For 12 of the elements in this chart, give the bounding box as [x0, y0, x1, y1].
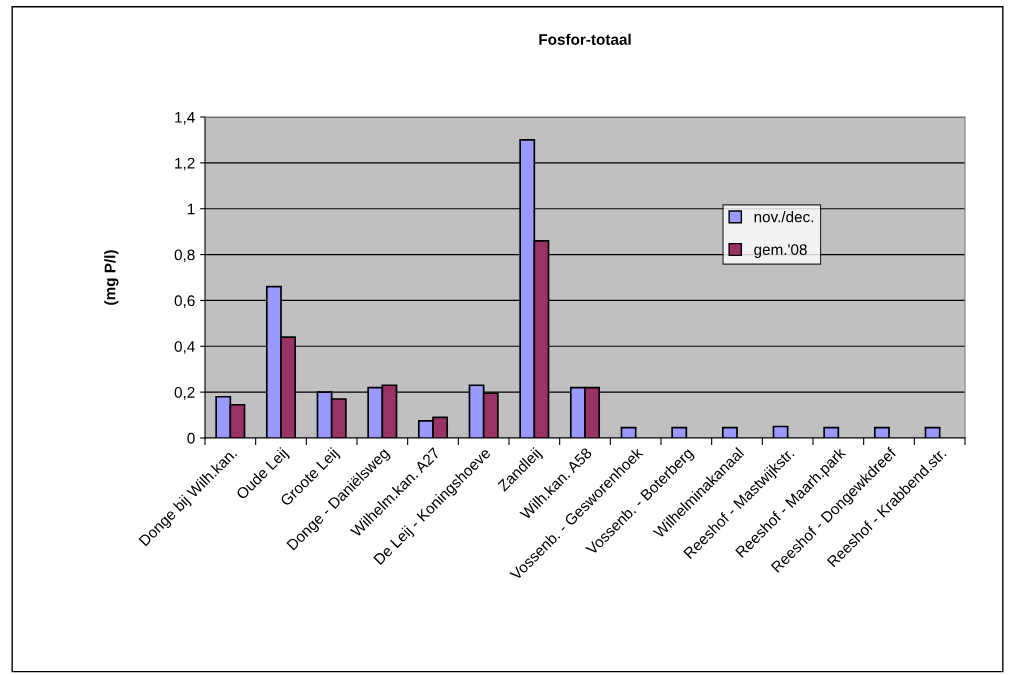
legend-label: gem.'08 — [754, 244, 807, 258]
y-tick-label: 1,2 — [175, 157, 195, 171]
y-tick-label: 0,4 — [174, 341, 195, 354]
y-tick-label: 0,2 — [174, 387, 195, 400]
legend-label: nov./dec. — [754, 211, 814, 223]
y-tick-label: 0 — [187, 432, 195, 444]
y-axis-title: (mg P/l) — [104, 250, 119, 305]
y-tick-label: 1 — [187, 203, 195, 215]
y-tick-label: 1,4 — [175, 112, 195, 125]
y-tick-label: 0,6 — [174, 295, 195, 308]
chart-title: Fosfor-totaal — [539, 33, 631, 45]
y-tick-label: 0,8 — [174, 249, 195, 263]
